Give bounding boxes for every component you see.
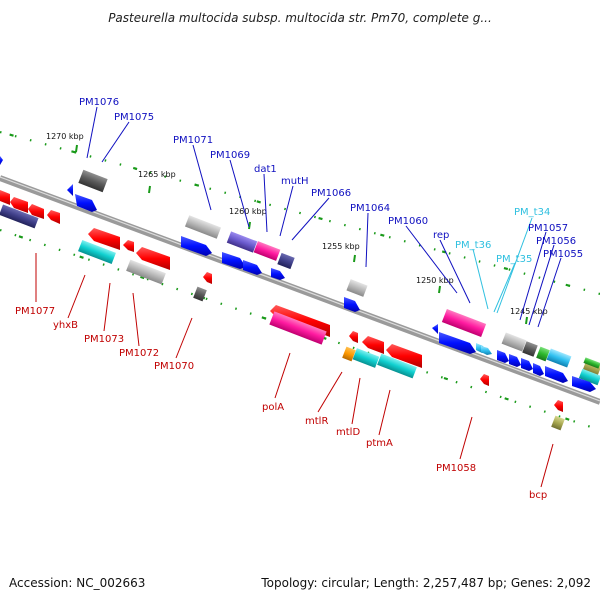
label-PM1073: PM1073: [84, 334, 124, 345]
label-PM_t34: PM_t34: [514, 207, 550, 218]
gene-mutH-bar: [277, 252, 295, 270]
gene-right-edge-arrow: [572, 376, 596, 392]
gene-mutH-arrow: [271, 268, 285, 280]
tick-label-1265: 1265 kbp: [138, 170, 176, 179]
gene-PM1057-bar: [501, 332, 527, 352]
gene-right-edge-bar2: [578, 368, 600, 386]
label-PM_t35: PM_t35: [496, 254, 532, 265]
gene-PM1072-bar: [126, 259, 166, 285]
label-PM1071: PM1071: [173, 135, 213, 146]
outer-dashed-ring: [0, 130, 600, 296]
gene-PM1055-arrow: [545, 366, 568, 383]
genome-stats-text: Topology: circular; Length: 2,257,487 bp…: [260, 576, 591, 590]
gene-mtlR-arrow: [349, 331, 358, 343]
gene-PM1070-arrow: [203, 272, 212, 284]
label-PM1057: PM1057: [528, 223, 568, 234]
gene-PM1077-arrow-c: [28, 204, 44, 219]
gene-PM1077-arrow-b: [10, 197, 28, 213]
label-rep: rep: [433, 230, 449, 241]
label-bcp: bcp: [529, 490, 547, 501]
gene-PM1055b-arrow: [533, 363, 544, 376]
gene-bcp-arrow: [554, 400, 563, 412]
gene-polA-bar: [269, 311, 327, 345]
label-PM1070: PM1070: [154, 361, 194, 372]
reverse-strand-features: [0, 190, 565, 431]
label-mtlR: mtlR: [305, 416, 328, 427]
gene-PM1073-arrow: [123, 240, 134, 252]
bottom-gene-labels: PM1077 yhxB PM1073 PM1072 PM1070 polA mt…: [15, 306, 547, 501]
gene-PM1057-arrow: [497, 350, 509, 363]
bottom-leader-lines: [35, 253, 554, 488]
label-PM_t36: PM_t36: [455, 240, 491, 251]
gene-PM1064-bar: [346, 279, 368, 297]
top-leader-lines: [86, 106, 562, 328]
gene-dat1-arrow: [243, 260, 262, 275]
label-PM1076: PM1076: [79, 97, 119, 108]
gene-PM1056-arrow: [521, 358, 533, 371]
gene-PM1076-bar: [78, 169, 108, 193]
gene-PM1064-arrow: [344, 297, 360, 312]
tick-label-1255: 1255 kbp: [322, 242, 360, 251]
accession-text: Accession: NC_002663: [9, 576, 145, 590]
label-PM1056: PM1056: [536, 236, 576, 247]
label-dat1: dat1: [254, 164, 277, 175]
label-PM1072: PM1072: [119, 348, 159, 359]
gene-bcp-bar: [551, 415, 565, 431]
label-PM1075: PM1075: [114, 112, 154, 123]
inner-dashed-ring: [0, 228, 600, 432]
gene-PM1057c-arrow: [509, 354, 521, 367]
gene-ptmA-arrow: [386, 344, 422, 368]
gene-PM1056-bar: [536, 346, 550, 362]
gene-PM1058-arrow: [480, 374, 489, 386]
gene-PM1070-bar: [193, 286, 207, 302]
label-PM1055: PM1055: [543, 249, 583, 260]
gene-PM1069-bar: [226, 231, 258, 253]
gene-dat1-bar: [253, 241, 281, 261]
label-ptmA: ptmA: [366, 438, 393, 449]
label-PM1064: PM1064: [350, 203, 390, 214]
tick-label-1250: 1250 kbp: [416, 276, 454, 285]
label-PM1069: PM1069: [210, 150, 250, 161]
tick-label-1270: 1270 kbp: [46, 132, 84, 141]
forward-strand-features: [0, 156, 600, 392]
gene-rep-arrow: [432, 324, 438, 334]
gene-PM1057b-bar: [522, 341, 538, 357]
label-mutH: mutH: [281, 176, 309, 187]
label-PM1077: PM1077: [15, 306, 55, 317]
label-PM1058: PM1058: [436, 463, 476, 474]
label-mtlD: mtlD: [336, 427, 360, 438]
gene-PM1077-bar: [0, 204, 39, 229]
gene-PM1069-arrow: [222, 252, 246, 269]
label-polA: polA: [262, 402, 284, 413]
tick-label-1260: 1260 kbp: [229, 207, 267, 216]
gene-PM1072-arrow: [136, 247, 170, 270]
gene-PM1077-arrow-a: [0, 190, 10, 205]
gene-PM1075b-arrow: [75, 194, 97, 212]
gene-top-left-blue-arrow: [0, 156, 3, 165]
kbp-ticks: 1270 kbp 1265 kbp 1260 kbp 1255 kbp 1250…: [46, 132, 548, 325]
label-PM1066: PM1066: [311, 188, 351, 199]
gene-mtlD-bar: [352, 348, 380, 368]
gene-PM1060-arrow: [439, 332, 476, 354]
backbone: [0, 175, 600, 405]
gene-PM1077-arrow-d: [47, 210, 60, 224]
top-gene-labels: PM1076 PM1075 PM1071 PM1069 dat1 mutH PM…: [79, 97, 583, 265]
gene-PM1071-bar: [184, 215, 222, 239]
label-yhxB: yhxB: [53, 320, 78, 331]
gene-PM1071-arrow: [181, 236, 212, 256]
gene-right-edge-bar3: [583, 357, 600, 369]
gene-PM1055-bar: [546, 348, 572, 368]
gene-yhxB-arrow: [88, 228, 120, 250]
gene-mtlD-arrow: [362, 336, 384, 354]
map-title: Pasteurella multocida subsp. multocida s…: [108, 11, 492, 25]
gene-PM1060-bar: [441, 308, 487, 338]
gene-yhxB-bar: [78, 239, 116, 265]
tick-label-1245: 1245 kbp: [510, 307, 548, 316]
gene-ptmA-bar: [377, 353, 417, 379]
gene-mtlR-bar: [342, 346, 356, 362]
gene-PM1075-arrow: [67, 184, 73, 196]
label-PM1060: PM1060: [388, 216, 428, 227]
trna-PM_t35-arrow: [481, 346, 492, 355]
